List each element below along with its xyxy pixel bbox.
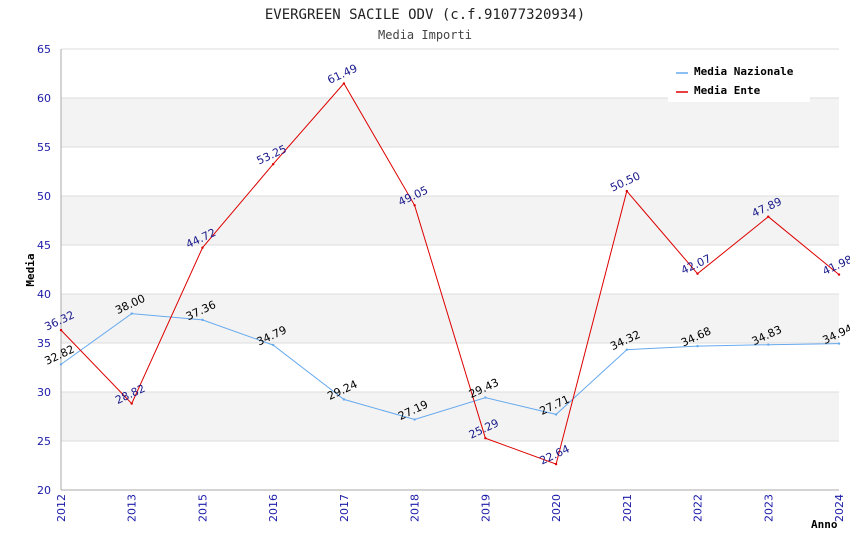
grid-band bbox=[61, 98, 839, 147]
data-point bbox=[130, 312, 133, 315]
data-point bbox=[767, 343, 770, 346]
y-tick-label: 35 bbox=[37, 337, 51, 350]
y-tick-label: 65 bbox=[37, 43, 51, 56]
data-label: 42.07 bbox=[679, 252, 713, 277]
x-tick-label: 2016 bbox=[267, 494, 280, 522]
data-point bbox=[696, 344, 699, 348]
data-label: 41.98 bbox=[820, 253, 850, 278]
y-tick-label: 50 bbox=[37, 190, 51, 203]
data-point bbox=[342, 398, 346, 401]
data-point bbox=[625, 189, 629, 193]
data-point bbox=[484, 396, 487, 399]
x-axis-label: Anno bbox=[811, 518, 838, 531]
y-axis-label: Media bbox=[24, 253, 37, 286]
data-point bbox=[837, 342, 841, 345]
data-label: 61.49 bbox=[325, 62, 359, 87]
y-tick-label: 40 bbox=[37, 288, 51, 301]
data-point bbox=[59, 328, 63, 332]
legend-box bbox=[668, 58, 810, 102]
y-ticks: 20 25 30 35 40 45 50 55 60 65 bbox=[37, 43, 51, 497]
y-tick-label: 55 bbox=[37, 141, 51, 154]
data-point bbox=[625, 348, 629, 351]
data-point bbox=[554, 462, 558, 466]
y-tick-label: 20 bbox=[37, 484, 51, 497]
x-tick-label: 2012 bbox=[55, 494, 68, 522]
x-tick-label: 2022 bbox=[692, 494, 705, 522]
data-point bbox=[201, 318, 204, 322]
chart-subtitle: Media Importi bbox=[378, 28, 472, 42]
series-lines bbox=[59, 82, 841, 466]
x-tick-label: 2021 bbox=[621, 494, 634, 522]
x-tick-label: 2023 bbox=[762, 494, 775, 522]
data-point bbox=[413, 418, 416, 421]
data-point bbox=[201, 246, 204, 249]
data-point bbox=[837, 273, 841, 276]
legend-label-media-ente: Media Ente bbox=[694, 84, 761, 97]
grid-bands bbox=[61, 98, 839, 441]
x-tick-label: 2017 bbox=[338, 494, 351, 522]
data-point bbox=[342, 82, 346, 85]
y-tick-label: 30 bbox=[37, 386, 51, 399]
legend: Media Nazionale Media Ente bbox=[668, 58, 810, 102]
data-point bbox=[484, 436, 487, 440]
data-point bbox=[696, 272, 699, 275]
x-tick-label: 2020 bbox=[550, 494, 563, 522]
data-point bbox=[767, 215, 770, 218]
data-point bbox=[271, 343, 275, 347]
x-tick-label: 2013 bbox=[126, 494, 139, 522]
data-point bbox=[130, 402, 133, 405]
y-tick-label: 60 bbox=[37, 92, 51, 105]
data-label: 50.50 bbox=[608, 169, 642, 194]
data-point bbox=[271, 162, 275, 166]
x-tick-label: 2019 bbox=[479, 494, 492, 522]
grid-band bbox=[61, 392, 839, 441]
x-tick-label: 2015 bbox=[196, 494, 209, 522]
y-tick-label: 25 bbox=[37, 435, 51, 448]
legend-label-media-nazionale: Media Nazionale bbox=[694, 65, 794, 78]
chart-title: EVERGREEN SACILE ODV (c.f.91077320934) bbox=[265, 7, 585, 23]
x-tick-label: 2018 bbox=[409, 494, 422, 522]
y-tick-label: 45 bbox=[37, 239, 51, 252]
data-point bbox=[413, 204, 416, 207]
series-line-0 bbox=[60, 313, 840, 421]
series-line-1 bbox=[60, 82, 840, 465]
x-ticks: 2012 2013 2015 2016 2017 2018 2019 2020 2021 2022… bbox=[55, 494, 846, 522]
data-point bbox=[59, 363, 63, 366]
gridlines bbox=[61, 48, 839, 491]
data-point bbox=[554, 413, 558, 416]
x-tick-label: 2024 bbox=[833, 494, 846, 522]
grid-band bbox=[61, 196, 839, 245]
